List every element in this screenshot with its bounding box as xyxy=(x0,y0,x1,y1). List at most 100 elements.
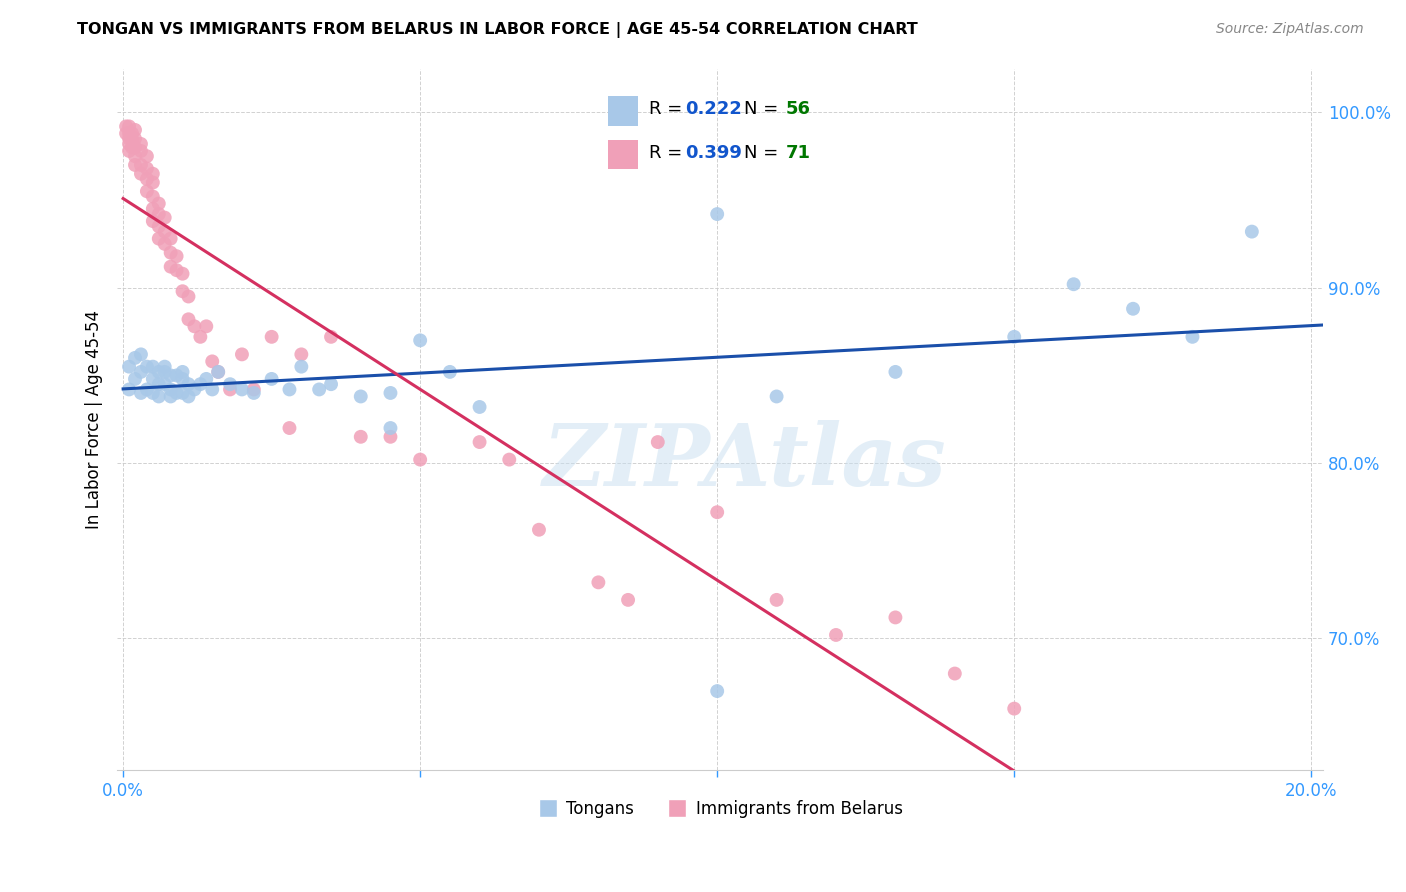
Point xyxy=(177,312,200,326)
Point xyxy=(1122,301,1144,316)
Point xyxy=(115,127,138,141)
Point xyxy=(153,359,176,374)
Point xyxy=(231,383,253,397)
Point xyxy=(278,421,301,435)
Point xyxy=(153,211,176,225)
Point xyxy=(706,505,728,519)
Point xyxy=(409,334,432,348)
Point xyxy=(124,123,146,137)
Point xyxy=(350,430,373,444)
Point xyxy=(159,389,181,403)
Point xyxy=(121,127,143,141)
Point xyxy=(1002,330,1025,344)
Point xyxy=(380,421,402,435)
Point xyxy=(219,377,242,392)
Point xyxy=(1240,225,1263,239)
Point xyxy=(159,383,181,397)
Point xyxy=(183,383,205,397)
Text: ZIPAtlas: ZIPAtlas xyxy=(543,419,946,503)
Point xyxy=(350,389,373,403)
Point xyxy=(142,214,165,228)
Point xyxy=(118,136,141,151)
Point xyxy=(1002,701,1025,715)
Point xyxy=(260,372,283,386)
Point xyxy=(380,430,402,444)
Point xyxy=(121,131,143,145)
Point xyxy=(177,389,200,403)
Legend: Tongans, Immigrants from Belarus: Tongans, Immigrants from Belarus xyxy=(531,794,910,825)
Point xyxy=(153,365,176,379)
Point xyxy=(260,330,283,344)
Point xyxy=(148,377,170,392)
Point xyxy=(219,383,242,397)
Point xyxy=(190,330,212,344)
Point xyxy=(166,386,188,401)
Point xyxy=(617,593,640,607)
Point xyxy=(201,354,224,368)
Point xyxy=(142,386,165,401)
Point xyxy=(148,196,170,211)
Point xyxy=(118,144,141,158)
Point xyxy=(148,389,170,403)
Point xyxy=(183,319,205,334)
Point xyxy=(129,144,152,158)
Point xyxy=(207,365,229,379)
Y-axis label: In Labor Force | Age 45-54: In Labor Force | Age 45-54 xyxy=(86,310,103,529)
Point xyxy=(148,207,170,221)
Point xyxy=(243,386,266,401)
Point xyxy=(118,127,141,141)
Point xyxy=(765,593,787,607)
Point xyxy=(172,285,194,299)
Point xyxy=(118,383,141,397)
Point xyxy=(706,684,728,698)
Point xyxy=(409,452,432,467)
Point xyxy=(135,383,157,397)
Point xyxy=(129,386,152,401)
Point xyxy=(148,232,170,246)
Point xyxy=(142,167,165,181)
Point xyxy=(468,435,491,450)
Point xyxy=(278,383,301,397)
Point xyxy=(884,365,907,379)
Point xyxy=(706,207,728,221)
Point xyxy=(124,140,146,154)
Point xyxy=(765,389,787,403)
Point xyxy=(124,158,146,172)
Point xyxy=(153,236,176,251)
Point xyxy=(142,372,165,386)
Point xyxy=(468,400,491,414)
Point xyxy=(1063,277,1085,292)
Point xyxy=(166,249,188,263)
Point xyxy=(1181,330,1204,344)
Point xyxy=(153,377,176,392)
Point xyxy=(118,120,141,134)
Point xyxy=(135,161,157,176)
Point xyxy=(124,372,146,386)
Point xyxy=(148,365,170,379)
Point xyxy=(118,131,141,145)
Point xyxy=(135,172,157,186)
Point xyxy=(135,184,157,198)
Point xyxy=(588,575,610,590)
Point xyxy=(825,628,848,642)
Point xyxy=(207,365,229,379)
Point xyxy=(527,523,550,537)
Point xyxy=(159,368,181,383)
Point xyxy=(124,131,146,145)
Point xyxy=(498,452,520,467)
Point xyxy=(115,120,138,134)
Point xyxy=(166,368,188,383)
Point xyxy=(319,330,342,344)
Point xyxy=(243,383,266,397)
Point xyxy=(129,347,152,361)
Point xyxy=(172,386,194,401)
Text: TONGAN VS IMMIGRANTS FROM BELARUS IN LABOR FORCE | AGE 45-54 CORRELATION CHART: TONGAN VS IMMIGRANTS FROM BELARUS IN LAB… xyxy=(77,22,918,38)
Point xyxy=(943,666,966,681)
Text: Source: ZipAtlas.com: Source: ZipAtlas.com xyxy=(1216,22,1364,37)
Point xyxy=(118,359,141,374)
Point xyxy=(884,610,907,624)
Point xyxy=(135,359,157,374)
Point xyxy=(231,347,253,361)
Point xyxy=(380,386,402,401)
Point xyxy=(195,372,218,386)
